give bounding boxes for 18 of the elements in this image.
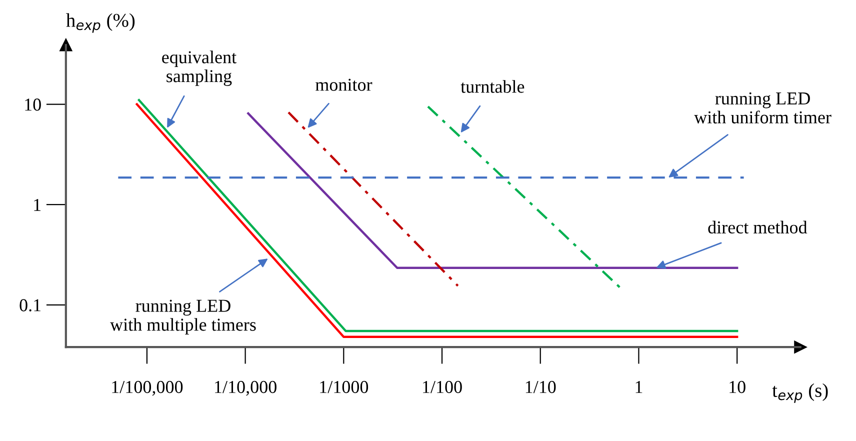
x-tick-label: 10 <box>730 380 746 394</box>
y-axis-title: h$_{exp}$ (%) <box>66 13 135 33</box>
x-tick-label: 1/100,000 <box>112 380 183 396</box>
annotation: equivalent sampling <box>162 50 236 86</box>
x-tick-label: 1/10,000 <box>215 380 276 396</box>
y-tick-label: 1 <box>34 198 41 211</box>
annotation: running LED with uniform timer <box>694 92 832 124</box>
annotation: direct method <box>708 220 808 234</box>
x-tick-label: 1/10 <box>526 380 556 394</box>
annotation: monitor <box>316 78 372 91</box>
y-tick-label: 10 <box>25 98 41 111</box>
y-tick-label: 0.1 <box>20 299 41 312</box>
annotation: turntable <box>460 80 524 93</box>
x-axis-title: t$_{exp}$ (s) <box>772 383 828 403</box>
x-tick-label: 1/100 <box>423 380 462 394</box>
x-tick-label: 1 <box>636 381 642 393</box>
annotation: running LED with multiple timers <box>110 300 256 334</box>
x-tick-label: 1/1000 <box>320 380 368 394</box>
